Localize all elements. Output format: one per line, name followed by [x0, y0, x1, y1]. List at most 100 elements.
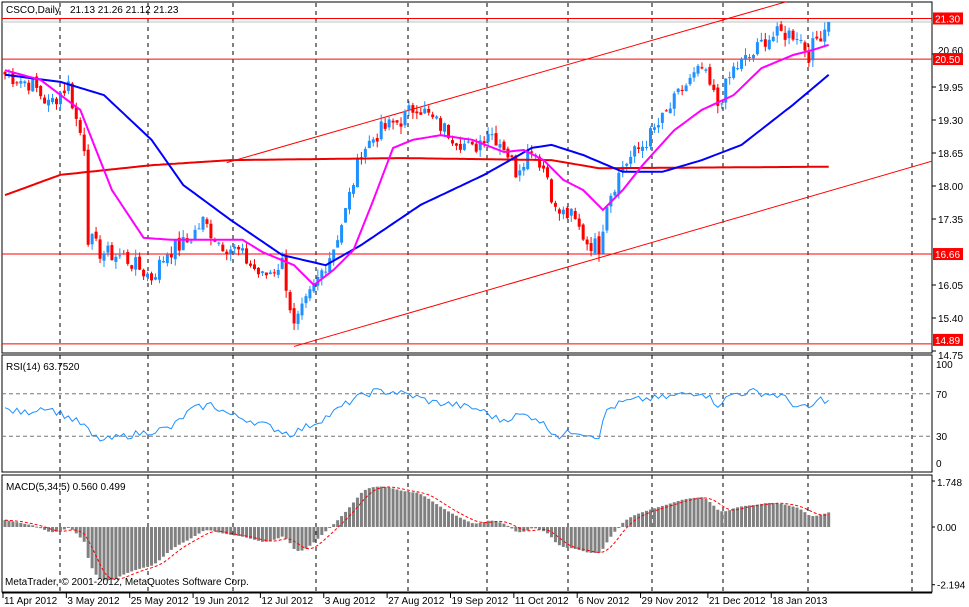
- bull-candle: [260, 271, 264, 273]
- macd-histogram-bar: [399, 490, 403, 527]
- bull-candle: [827, 22, 831, 32]
- bull-candle: [348, 191, 352, 210]
- bull-candle: [189, 241, 193, 243]
- bull-candle: [660, 112, 664, 123]
- bull-candle: [66, 81, 70, 91]
- macd-histogram-bar: [245, 527, 249, 538]
- bull-candle: [747, 57, 751, 59]
- macd-histogram-bar: [708, 501, 712, 527]
- macd-histogram-bar: [324, 527, 328, 532]
- macd-histogram-bar: [221, 527, 225, 534]
- rsi-pane-border: [1, 354, 933, 473]
- macd-histogram-bar: [94, 527, 98, 575]
- bull-candle: [795, 39, 799, 41]
- bull-candle: [522, 166, 526, 171]
- macd-histogram-bar: [490, 520, 494, 527]
- bull-candle: [724, 78, 728, 103]
- macd-pane[interactable]: [3, 486, 831, 581]
- bull-candle: [229, 249, 233, 255]
- bull-candle: [300, 303, 304, 316]
- bear-candle: [169, 253, 173, 258]
- macd-histogram-bar: [332, 524, 336, 527]
- bear-candle: [474, 143, 478, 152]
- bull-candle: [157, 259, 161, 280]
- bull-candle: [593, 238, 597, 254]
- price-plot: [3, 2, 932, 347]
- macd-histogram-bar: [328, 527, 332, 528]
- bull-candle: [688, 77, 692, 85]
- price-level-badge: [933, 53, 963, 66]
- bear-candle: [546, 167, 550, 178]
- price-tick-label: 17.35: [938, 215, 963, 226]
- macd-histogram-bar: [284, 527, 288, 539]
- bull-candle: [641, 146, 645, 151]
- macd-histogram-bar: [704, 499, 708, 527]
- bull-candle: [153, 277, 157, 280]
- bear-candle: [98, 239, 102, 259]
- bull-candle: [771, 36, 775, 42]
- bear-candle: [538, 156, 542, 168]
- macd-histogram-bar: [514, 527, 518, 532]
- rsi-title: RSI(14) 63.7520: [6, 362, 80, 373]
- time-tick-label: 19 Jun 2012: [194, 596, 249, 607]
- bear-candle: [264, 272, 268, 276]
- macd-histogram-bar: [371, 487, 375, 527]
- bear-candle: [245, 248, 249, 264]
- bull-candle: [656, 125, 660, 128]
- bull-candle: [217, 242, 221, 244]
- bear-candle: [399, 123, 403, 127]
- price-pane[interactable]: [2, 0, 955, 347]
- bear-candle: [205, 219, 209, 224]
- bear-candle: [292, 308, 296, 324]
- macd-histogram-bar: [569, 527, 573, 549]
- bull-candle: [134, 257, 138, 270]
- macd-histogram-bar: [138, 527, 142, 569]
- macd-histogram-bar: [759, 503, 763, 527]
- macd-histogram-bar: [629, 517, 633, 527]
- macd-histogram-bar: [395, 489, 399, 527]
- bear-candle: [288, 292, 292, 311]
- bear-candle: [589, 243, 593, 252]
- macd-tick-label: 1.748: [937, 478, 962, 489]
- bull-candle: [23, 81, 27, 84]
- macd-histogram-bar: [54, 527, 58, 532]
- macd-histogram-bar: [534, 527, 538, 529]
- macd-histogram-bar: [201, 527, 205, 532]
- bear-candle: [573, 211, 577, 219]
- bear-candle: [502, 141, 506, 151]
- macd-histogram-bar: [605, 527, 609, 543]
- bear-candle: [494, 133, 498, 146]
- macd-histogram-bar: [680, 499, 684, 527]
- macd-histogram-bar: [58, 527, 62, 531]
- macd-histogram-bar: [62, 527, 66, 530]
- bear-candle: [272, 272, 276, 274]
- macd-histogram-bar: [664, 504, 668, 527]
- ma-mid-line: [4, 73, 830, 267]
- bull-candle: [755, 42, 759, 55]
- bear-candle: [708, 67, 712, 85]
- macd-histogram-bar: [494, 521, 498, 527]
- macd-histogram-bar: [589, 527, 593, 553]
- macd-histogram-bar: [771, 503, 775, 527]
- bear-candle: [74, 107, 78, 119]
- bear-candle: [138, 256, 142, 270]
- macd-histogram-bar: [316, 527, 320, 539]
- macd-histogram-bar: [47, 527, 51, 532]
- macd-pane-border: [1, 474, 933, 593]
- bear-candle: [70, 83, 74, 109]
- chart-title: CSCO,Daily: [6, 5, 60, 16]
- macd-histogram-bar: [213, 527, 217, 532]
- time-tick-label: 3 Aug 2012: [325, 596, 376, 607]
- macd-histogram-bar: [660, 505, 664, 527]
- macd-histogram-bar: [264, 527, 268, 542]
- macd-histogram-bar: [474, 523, 478, 527]
- macd-histogram-bar: [51, 527, 55, 533]
- bull-candle: [102, 253, 106, 261]
- bear-candle: [779, 24, 783, 31]
- rsi-pane[interactable]: [4, 387, 829, 442]
- macd-histogram-bar: [363, 489, 367, 527]
- macd-histogram-bar: [340, 516, 344, 527]
- bull-candle: [296, 313, 300, 324]
- macd-histogram-bar: [134, 527, 138, 571]
